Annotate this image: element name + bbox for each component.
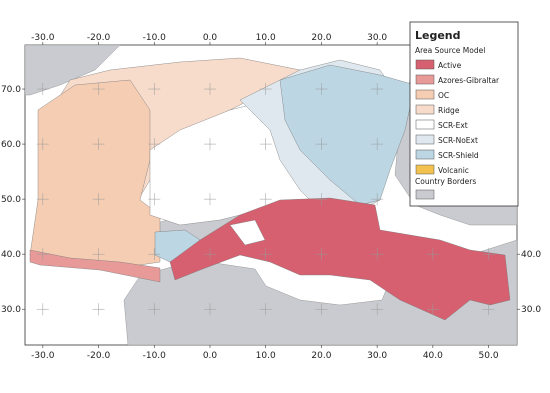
lon-tick-label-bottom: 20.0 (311, 351, 331, 361)
lon-tick-label-top: 0.0 (203, 33, 218, 43)
legend-swatch (415, 74, 435, 85)
source-zones (29, 57, 511, 321)
greenland-land (24, 44, 121, 96)
lon-tick-label-top: -30.0 (31, 33, 55, 43)
graticule-cross (203, 138, 216, 151)
legend: Legend Area Source Model Active Azores-Gi… (409, 21, 519, 207)
lon-tick-label-top: 10.0 (256, 33, 276, 43)
graticule-cross (426, 303, 439, 316)
graticule-cross (92, 248, 105, 261)
lon-tick-label-bottom: -20.0 (87, 351, 111, 361)
legend-group-title: Area Source Model (415, 46, 485, 55)
lat-tick-label-right: 40.0 (521, 250, 541, 260)
lon-tick-label-top: -20.0 (87, 33, 111, 43)
legend-title: Legend (415, 29, 461, 42)
graticule-cross (36, 193, 49, 206)
graticule-cross (148, 303, 161, 316)
graticule-cross (315, 83, 328, 96)
lon-tick-label-top: 20.0 (311, 33, 331, 43)
legend-entries: Active Azores-Gibraltar OC Ridge SCR-Ext SCR-… (415, 59, 500, 175)
graticule-cross (36, 248, 49, 261)
lon-tick-label-bottom: -10.0 (143, 351, 167, 361)
graticule-cross (92, 193, 105, 206)
graticule-cross (148, 83, 161, 96)
scr-ext-italy (229, 219, 266, 246)
legend-entry-label: Azores-Gibraltar (438, 76, 500, 85)
lon-tick-label-bottom: 30.0 (367, 351, 387, 361)
graticule-cross (259, 193, 272, 206)
lat-tick-label-left: 60.0 (1, 140, 21, 150)
lat-tick-label-left: 40.0 (1, 250, 21, 260)
legend-borders-title: Country Borders (415, 177, 476, 186)
graticule-cross (148, 138, 161, 151)
graticule-cross (482, 303, 495, 316)
graticule-cross (148, 193, 161, 206)
scr-shield-zone (279, 64, 416, 206)
graticule-cross (371, 138, 384, 151)
legend-entry-label: Ridge (438, 106, 460, 115)
graticule-cross (315, 303, 328, 316)
graticule-cross (315, 193, 328, 206)
graticule-cross (92, 138, 105, 151)
graticule-cross (92, 83, 105, 96)
axis-labels: -30.0 -30.0 -20.0 -20.0 -10.0 -10.0 0.0 0.0 10.0… (1, 33, 541, 361)
graticule-cross (148, 248, 161, 261)
graticule-cross (315, 138, 328, 151)
legend-swatch (415, 59, 435, 70)
legend-swatch (415, 119, 435, 130)
graticule-cross (36, 303, 49, 316)
lat-tick-label-left: 70.0 (1, 85, 21, 95)
lon-tick-label-bottom: 0.0 (203, 351, 218, 361)
graticule-cross (371, 303, 384, 316)
graticule-cross (203, 248, 216, 261)
legend-entry-label: SCR-Ext (438, 121, 468, 130)
lon-tick-label-bottom: -30.0 (31, 351, 55, 361)
legend-entry-label: SCR-Shield (438, 151, 479, 160)
graticule-cross (203, 83, 216, 96)
graticule-cross (203, 193, 216, 206)
legend-swatch (415, 189, 435, 200)
legend-swatch (415, 89, 435, 100)
legend-entry-label: Volcanic (438, 166, 469, 175)
legend-swatch (415, 149, 435, 160)
lon-tick-label-top: -10.0 (143, 33, 167, 43)
graticule-cross (203, 303, 216, 316)
lat-tick-label-left: 30.0 (1, 305, 21, 315)
oc-zone (29, 79, 161, 269)
graticule-cross (259, 83, 272, 96)
graticule-cross (426, 248, 439, 261)
graticule-cross (259, 303, 272, 316)
graticule-cross (259, 138, 272, 151)
graticule-cross (371, 248, 384, 261)
lat-tick-label-right: 30.0 (521, 305, 541, 315)
legend-swatch (415, 104, 435, 115)
lon-tick-label-bottom: 10.0 (256, 351, 276, 361)
graticule-cross (315, 248, 328, 261)
azores-zone (29, 249, 161, 283)
legend-swatch (415, 164, 435, 175)
legend-entry-label: OC (438, 91, 449, 100)
graticule-cross (36, 138, 49, 151)
graticule-cross (371, 83, 384, 96)
graticule-cross (36, 83, 49, 96)
lon-tick-label-top: 30.0 (367, 33, 387, 43)
legend-entry-label: SCR-NoExt (438, 136, 478, 145)
graticule-cross (371, 193, 384, 206)
legend-swatch (415, 134, 435, 145)
graticule-cross (259, 248, 272, 261)
lon-tick-label-bottom: 50.0 (479, 351, 499, 361)
lat-tick-label-left: 50.0 (1, 195, 21, 205)
graticule-cross (482, 248, 495, 261)
legend-entry-label: Active (438, 61, 462, 70)
lon-tick-label-bottom: 40.0 (423, 351, 443, 361)
graticule-cross (92, 303, 105, 316)
